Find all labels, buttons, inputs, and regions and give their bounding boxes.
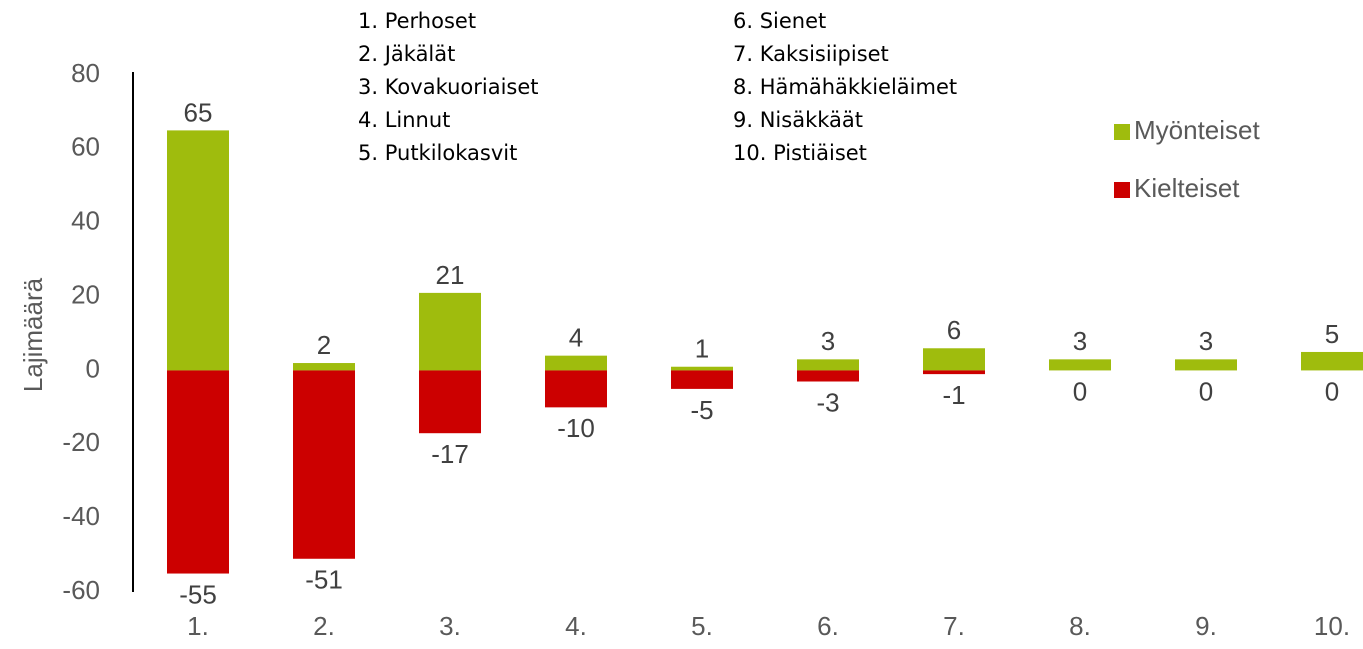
bar [923, 348, 985, 371]
y-tick-label: -60 [62, 575, 100, 605]
annotation: 1. Perhoset [358, 9, 476, 33]
annotation: 9. Nisäkkäät [733, 108, 863, 132]
bar [923, 370, 985, 375]
data-label: 5 [1325, 319, 1339, 349]
data-label: -3 [816, 387, 839, 417]
annotation: 4. Linnut [358, 108, 450, 132]
x-tick-label: 4. [565, 611, 587, 641]
y-tick-label: 60 [71, 132, 100, 162]
y-tick-label: -20 [62, 427, 100, 457]
bar [545, 370, 607, 408]
data-label: -55 [179, 579, 217, 609]
bar [797, 359, 859, 371]
annotation: 8. Hämähäkkieläimet [733, 75, 957, 99]
x-tick-label: 7. [943, 611, 965, 641]
bar [167, 130, 229, 371]
data-label: 0 [1199, 376, 1213, 406]
legend-swatch [1114, 124, 1130, 140]
data-label: 2 [317, 330, 331, 360]
bar [419, 370, 481, 434]
data-label: -51 [305, 565, 343, 595]
legend-label: Myönteiset [1134, 115, 1260, 145]
data-label: 0 [1073, 376, 1087, 406]
legend-label: Kielteiset [1134, 173, 1240, 203]
data-label: 3 [1073, 326, 1087, 356]
x-tick-label: 6. [817, 611, 839, 641]
bar [1175, 359, 1237, 371]
data-label: 65 [184, 97, 213, 127]
bar [671, 370, 733, 389]
annotation: 7. Kaksisiipiset [733, 42, 889, 66]
x-tick-label: 1. [187, 611, 209, 641]
data-label: 6 [947, 315, 961, 345]
bar [1049, 359, 1111, 371]
x-tick-label: 3. [439, 611, 461, 641]
x-tick-label: 5. [691, 611, 713, 641]
annotation: 10. Pistiäiset [733, 141, 867, 165]
data-label: 0 [1325, 376, 1339, 406]
x-tick-label: 2. [313, 611, 335, 641]
y-tick-label: 0 [86, 353, 100, 383]
data-label: -5 [690, 395, 713, 425]
legend-swatch [1114, 182, 1130, 198]
data-label: 4 [569, 323, 583, 353]
data-label: -1 [942, 380, 965, 410]
bar [167, 370, 229, 574]
data-label: 21 [436, 260, 465, 290]
bar [293, 370, 355, 559]
annotation: 2. Jäkälät [358, 42, 455, 66]
annotation: 6. Sienet [733, 9, 826, 33]
data-label: 3 [1199, 326, 1213, 356]
x-tick-label: 9. [1195, 611, 1217, 641]
annotation: 5. Putkilokasvit [358, 141, 517, 165]
y-tick-label: 80 [71, 58, 100, 88]
bar [797, 370, 859, 382]
bar [545, 355, 607, 371]
y-tick-label: 40 [71, 206, 100, 236]
y-axis-label: Lajimäärä [18, 277, 48, 392]
annotation: 3. Kovakuoriaiset [358, 75, 539, 99]
bar [671, 366, 733, 371]
data-label: 1 [695, 334, 709, 364]
bar [1301, 351, 1363, 371]
x-tick-label: 8. [1069, 611, 1091, 641]
y-tick-label: -40 [62, 501, 100, 531]
data-label: 3 [821, 326, 835, 356]
y-tick-label: 20 [71, 279, 100, 309]
x-tick-label: 10. [1314, 611, 1350, 641]
data-label: -17 [431, 439, 469, 469]
bar [419, 292, 481, 371]
data-label: -10 [557, 413, 595, 443]
bar [293, 363, 355, 371]
